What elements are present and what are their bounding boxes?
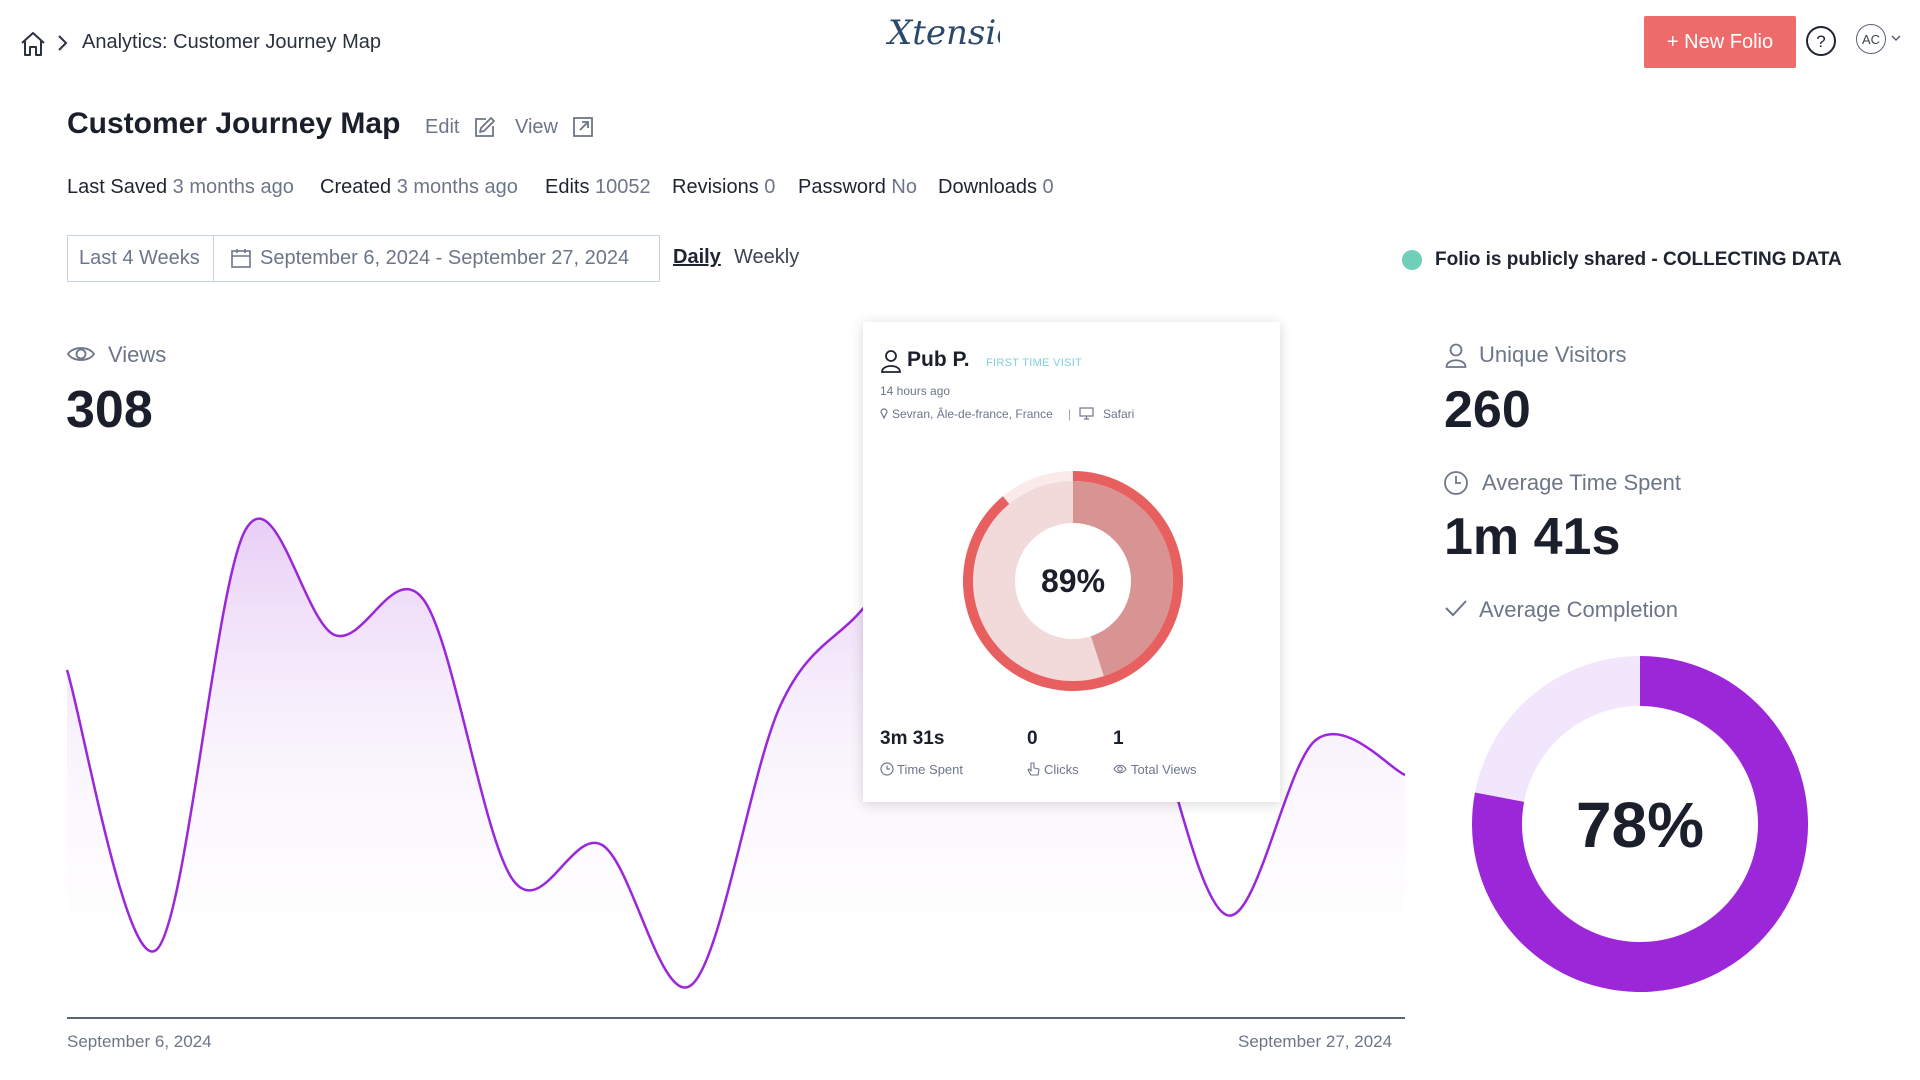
page-title: Customer Journey Map — [67, 107, 401, 140]
visit-time: 14 hours ago — [880, 384, 951, 398]
meta-last-saved: Last Saved 3 months ago — [67, 176, 294, 199]
breadcrumb[interactable]: Analytics: Customer Journey Map — [82, 31, 382, 53]
visit-type-badge: FIRST TIME VISIT — [986, 357, 1083, 369]
meta-key: Created — [320, 176, 392, 198]
chevron-down-icon[interactable] — [1890, 33, 1902, 43]
avg-time-value: 1m 41s — [1444, 508, 1621, 566]
preset-range-select[interactable]: Last 4 Weeks — [79, 247, 200, 269]
avg-completion-label: Average Completion — [1479, 597, 1678, 622]
clock-icon — [880, 762, 894, 776]
visitor-location: Sevran, Âle-de-france, France — [892, 407, 1053, 421]
meta-key: Revisions — [672, 176, 759, 198]
meta-downloads: Downloads 0 — [938, 176, 1054, 199]
x-axis-end-label: September 27, 2024 — [1238, 1032, 1393, 1051]
avg-time-label: Average Time Spent — [1482, 470, 1681, 495]
edit-icon[interactable] — [472, 114, 498, 140]
meta-key: Password — [798, 176, 886, 198]
x-axis-start-label: September 6, 2024 — [67, 1032, 212, 1051]
logo-text: Xtensio — [885, 13, 1000, 53]
weekly-toggle[interactable]: Weekly — [734, 246, 800, 268]
check-icon — [1445, 600, 1467, 617]
visit-completion-donut — [962, 471, 1183, 691]
date-range-picker[interactable]: September 6, 2024 - September 27, 2024 — [260, 247, 630, 269]
meta-value: 10052 — [595, 176, 651, 198]
daily-toggle[interactable]: Daily — [673, 246, 721, 268]
meta-value: 0 — [1042, 176, 1054, 198]
edit-link[interactable]: Edit — [425, 116, 460, 138]
total-views-value: 1 — [1113, 728, 1124, 749]
clock-icon — [1444, 471, 1468, 495]
user-icon — [1445, 343, 1467, 368]
home-icon[interactable] — [18, 29, 48, 59]
visitor-card[interactable]: Pub P. FIRST TIME VISIT 14 hours ago Sev… — [863, 322, 1280, 802]
views-value: 308 — [66, 381, 153, 439]
divider — [213, 236, 214, 281]
unique-visitors-label: Unique Visitors — [1479, 342, 1627, 367]
time-spent-label: Time Spent — [897, 762, 963, 777]
meta-key: Downloads — [938, 176, 1037, 198]
new-folio-button[interactable]: + New Folio — [1644, 16, 1796, 68]
chevron-right-icon — [58, 35, 68, 51]
eye-icon — [66, 347, 96, 361]
visitor-name: Pub P. — [907, 348, 970, 371]
meta-value: 3 months ago — [396, 176, 518, 198]
clicks-value: 0 — [1027, 728, 1038, 749]
meta-value: No — [891, 176, 917, 198]
status-indicator — [1402, 250, 1422, 270]
separator: | — [1068, 407, 1072, 421]
avatar[interactable]: AC — [1856, 24, 1886, 54]
avg-completion-value: 78% — [1575, 789, 1705, 861]
meta-value: 3 months ago — [172, 176, 294, 198]
user-icon — [881, 350, 901, 373]
calendar-icon[interactable] — [230, 247, 252, 269]
avg-completion-donut — [1472, 656, 1808, 992]
visit-completion-value: 89% — [1040, 563, 1106, 599]
xtensio-logo[interactable]: Xtensio — [880, 2, 1000, 60]
unique-visitors-value: 260 — [1444, 381, 1531, 439]
completion-track — [1474, 656, 1640, 802]
meta-revisions: Revisions 0 — [672, 176, 775, 199]
date-filter — [67, 235, 660, 282]
meta-created: Created 3 months ago — [320, 176, 518, 199]
meta-key: Edits — [545, 176, 590, 198]
meta-value: 0 — [764, 176, 776, 198]
visitor-browser: Safari — [1103, 407, 1135, 421]
donut-hole — [1015, 523, 1131, 639]
time-spent-value: 3m 31s — [880, 728, 945, 749]
completion-arc — [1472, 656, 1808, 992]
svg-text:?: ? — [1816, 32, 1825, 51]
share-status: Folio is publicly shared - COLLECTING DA… — [1435, 249, 1842, 270]
meta-password: Password No — [798, 176, 917, 199]
location-pin-icon — [880, 408, 888, 419]
eye-icon — [1113, 764, 1127, 774]
views-label: Views — [108, 342, 167, 367]
total-views-label: Total Views — [1131, 762, 1197, 777]
clicks-label: Clicks — [1044, 762, 1079, 777]
help-icon[interactable]: ? — [1805, 25, 1837, 57]
meta-key: Last Saved — [67, 176, 168, 198]
pointer-icon — [1027, 762, 1040, 776]
meta-edits: Edits 10052 — [545, 176, 651, 199]
external-link-icon[interactable] — [571, 115, 595, 139]
view-link[interactable]: View — [515, 116, 558, 138]
monitor-icon — [1079, 407, 1094, 420]
